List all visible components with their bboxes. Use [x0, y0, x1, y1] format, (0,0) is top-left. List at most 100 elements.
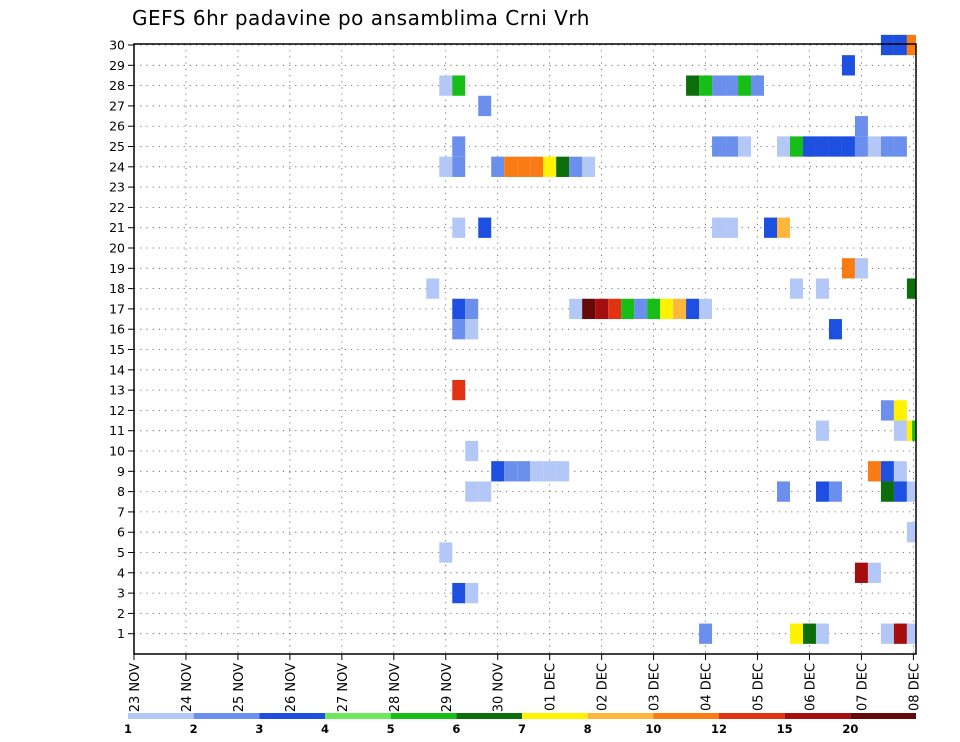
precip-cell: [504, 461, 518, 482]
x-tick-label: 04 DEC: [700, 663, 715, 711]
y-tick-label: 13: [109, 383, 125, 398]
y-tick-label: 20: [109, 241, 125, 256]
precip-cell: [647, 298, 661, 320]
x-tick-label: 29 NOV: [440, 663, 455, 712]
precip-cell: [452, 298, 466, 320]
precip-cell: [569, 156, 583, 177]
precip-cell: [893, 136, 907, 157]
precip-cell: [517, 461, 531, 482]
x-tick-label: 27 NOV: [336, 663, 351, 712]
colorbar-segment: [653, 713, 719, 719]
precip-cell: [478, 217, 492, 238]
precip-cell: [699, 623, 713, 644]
colorbar-label: 15: [777, 722, 793, 736]
x-tick-label: 01 DEC: [544, 663, 559, 711]
colorbar-label: 4: [321, 722, 329, 736]
precip-cell: [893, 461, 907, 482]
y-tick-label: 6: [117, 525, 125, 540]
y-tick-label: 8: [117, 484, 125, 499]
precip-cell: [815, 623, 829, 644]
precip-cell: [893, 481, 907, 502]
precip-cell: [738, 136, 752, 157]
precip-cell: [906, 623, 916, 644]
precip-cell: [815, 136, 829, 157]
y-tick-label: 26: [109, 119, 125, 134]
precip-cell: [686, 75, 700, 96]
precip-cell: [854, 258, 868, 279]
colorbar-segment: [325, 713, 391, 719]
colorbar-label: 5: [387, 722, 395, 736]
precip-cell: [880, 481, 894, 502]
precip-cell: [789, 136, 803, 157]
precip-cell: [841, 258, 855, 279]
precip-cells: [426, 34, 916, 644]
precip-cell: [880, 400, 894, 421]
precip-cell: [880, 34, 894, 56]
precip-cell: [543, 461, 557, 482]
x-tick-label: 24 NOV: [180, 663, 195, 712]
precip-cell: [828, 481, 842, 502]
precip-cell: [802, 623, 816, 644]
colorbar-label: 6: [452, 722, 460, 736]
precip-cell: [893, 623, 907, 644]
precip-cell: [725, 217, 739, 238]
precip-cell: [880, 461, 894, 482]
precip-cell: [452, 582, 466, 604]
precip-cell: [608, 298, 622, 320]
precip-cell: [582, 298, 596, 320]
colorbar-label: 20: [842, 722, 858, 736]
x-tick-label: 23 NOV: [128, 663, 143, 712]
precip-cell: [712, 75, 726, 96]
colorbar-segment: [719, 713, 785, 719]
x-tick-label: 08 DEC: [907, 663, 922, 711]
x-axis-ticks: 23 NOV 24 NOV 25 NOV 26 NOV 27 NOV 28 NOV 29 N…: [128, 654, 922, 712]
precip-cell: [556, 156, 570, 177]
colorbar-segment: [850, 713, 916, 719]
precip-cell: [699, 75, 713, 96]
precip-cell: [491, 461, 505, 482]
precip-cell: [777, 481, 790, 502]
precip-cell: [712, 136, 726, 157]
x-tick-label: 05 DEC: [752, 663, 767, 711]
precip-cell: [880, 136, 894, 157]
y-tick-label: 15: [109, 342, 125, 357]
precip-cell: [452, 136, 466, 157]
colorbar: 1 2 3 4 5 6 7 8 10 12 15 20: [124, 713, 916, 736]
precip-cell: [841, 55, 855, 76]
colorbar-segment: [784, 713, 851, 719]
precip-cell: [777, 136, 790, 157]
x-tick-label: 28 NOV: [388, 663, 403, 712]
precip-cell: [699, 298, 713, 320]
precip-cell: [582, 156, 596, 177]
precip-cell: [530, 156, 544, 177]
precip-cell: [867, 136, 881, 157]
precip-cell: [569, 298, 583, 320]
precip-cell: [880, 623, 894, 644]
y-tick-label: 24: [109, 159, 125, 174]
precip-cell: [452, 156, 466, 177]
precip-cell: [452, 75, 466, 96]
x-tick-label: 25 NOV: [232, 663, 247, 712]
y-tick-label: 2: [117, 606, 125, 621]
colorbar-segment: [193, 713, 260, 719]
x-tick-label: 07 DEC: [855, 663, 870, 711]
precip-cell: [893, 34, 907, 56]
colorbar-label: 3: [255, 722, 263, 736]
precip-cell: [439, 75, 453, 96]
precip-cell: [893, 420, 907, 441]
precip-cell: [906, 34, 916, 56]
y-tick-label: 11: [109, 423, 125, 438]
y-tick-label: 22: [109, 200, 125, 215]
precip-cell: [802, 136, 816, 157]
precip-cell: [854, 136, 868, 157]
x-tick-label: 30 NOV: [492, 663, 507, 712]
precip-cell: [439, 156, 453, 177]
x-tick-label: 02 DEC: [596, 663, 611, 711]
precip-cell: [478, 95, 492, 117]
precip-cell: [712, 217, 726, 238]
y-axis-ticks: 1234567891011121314151617181920212223242…: [109, 38, 134, 641]
colorbar-segment: [128, 713, 194, 719]
y-tick-label: 1: [117, 626, 125, 641]
precip-cell: [841, 136, 855, 157]
